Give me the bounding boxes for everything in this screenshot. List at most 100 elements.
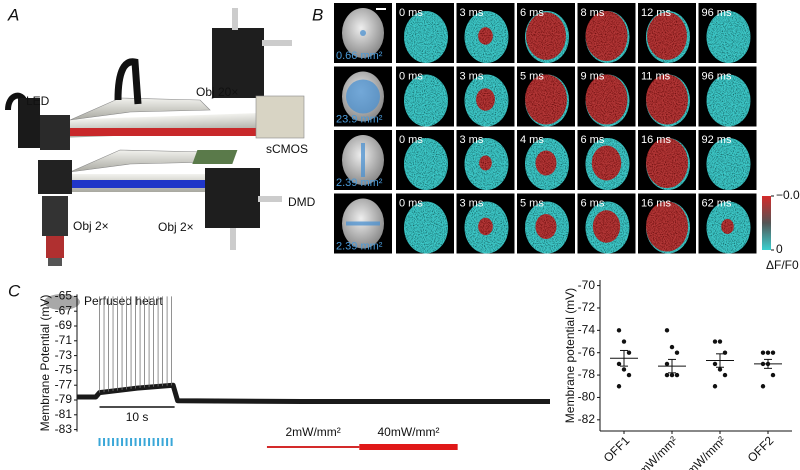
colorbar-label: −0.04 bbox=[776, 188, 800, 202]
activation bbox=[478, 217, 493, 236]
time-label: 92 ms bbox=[702, 134, 732, 146]
time-label: 6 ms bbox=[520, 7, 544, 19]
data-point bbox=[717, 367, 723, 372]
y-axis-label: Membrane Potential (mV) bbox=[38, 295, 52, 432]
time-label: 6 ms bbox=[581, 197, 605, 209]
time-label: 0 ms bbox=[399, 197, 423, 209]
panel-label: A bbox=[7, 5, 19, 24]
colorbar-title: ΔF/F0 bbox=[766, 258, 799, 272]
heart-signal bbox=[404, 74, 448, 127]
apparatus-schematic bbox=[5, 8, 305, 310]
data-point bbox=[760, 350, 766, 355]
activation bbox=[647, 12, 687, 60]
y-tick-label: -80 bbox=[578, 390, 596, 404]
time-label: 6 ms bbox=[581, 134, 605, 146]
data-point bbox=[669, 344, 675, 350]
time-label: 5 ms bbox=[520, 70, 544, 82]
y-tick-label: -71 bbox=[55, 333, 73, 347]
data-point bbox=[712, 384, 718, 389]
area-label: 0.66 mm² bbox=[336, 50, 383, 62]
activation bbox=[535, 150, 557, 176]
y-tick-label: -75 bbox=[55, 363, 73, 377]
data-point bbox=[616, 361, 622, 367]
data-point bbox=[674, 350, 680, 355]
scale-bar bbox=[376, 8, 386, 10]
activation bbox=[535, 214, 557, 239]
component-label: Obj 2× bbox=[158, 220, 194, 234]
data-point bbox=[664, 328, 670, 333]
panel-label: C bbox=[8, 281, 21, 300]
data-point bbox=[674, 372, 680, 378]
time-label: 16 ms bbox=[641, 197, 671, 209]
light-label: 40mW/mm² bbox=[377, 425, 439, 439]
stimulation-pattern bbox=[361, 143, 365, 177]
heart-signal bbox=[404, 138, 448, 190]
area-label: 2.39 mm² bbox=[336, 177, 383, 189]
time-label: 3 ms bbox=[460, 7, 484, 19]
time-label: 11 ms bbox=[641, 70, 671, 82]
data-point bbox=[722, 372, 728, 378]
activation bbox=[585, 74, 628, 125]
time-label: 12 ms bbox=[641, 7, 671, 19]
time-label: 0 ms bbox=[399, 7, 423, 19]
x-tick-label: 2mW/mm² bbox=[631, 433, 680, 470]
area-label: 2.39 mm² bbox=[336, 240, 383, 252]
y-tick-label: -83 bbox=[55, 422, 73, 436]
scale-bar-label: 10 s bbox=[126, 410, 149, 424]
y-tick-label: -78 bbox=[578, 367, 596, 381]
panel-label: B bbox=[312, 5, 323, 24]
time-label: 9 ms bbox=[581, 70, 605, 82]
data-point bbox=[616, 384, 622, 389]
data-point bbox=[765, 350, 771, 355]
y-axis-label: Membrane potential (mV) bbox=[563, 288, 577, 423]
area-label: 23.9 mm² bbox=[336, 113, 383, 125]
heart-signal bbox=[706, 138, 751, 190]
y-tick-label: -73 bbox=[55, 348, 73, 362]
activation bbox=[526, 12, 566, 60]
activation bbox=[585, 11, 628, 61]
heart-signal bbox=[706, 11, 751, 63]
membrane-trace bbox=[77, 382, 550, 404]
y-tick-label: -70 bbox=[578, 278, 596, 292]
component-label: Perfused heart bbox=[84, 294, 163, 308]
time-label: 4 ms bbox=[520, 134, 544, 146]
y-tick-label: -67 bbox=[55, 303, 73, 317]
time-label: 96 ms bbox=[702, 7, 732, 19]
x-tick-label: 40mW/mm² bbox=[675, 433, 729, 470]
activation bbox=[591, 145, 622, 181]
data-point bbox=[760, 384, 766, 389]
time-label: 5 ms bbox=[520, 197, 544, 209]
data-point bbox=[626, 350, 632, 355]
y-tick-label: -81 bbox=[55, 407, 73, 421]
y-tick-label: -82 bbox=[578, 412, 596, 426]
data-point bbox=[712, 339, 718, 344]
data-point bbox=[616, 328, 622, 333]
component-label: Obj 20× bbox=[196, 85, 238, 99]
data-point bbox=[621, 367, 627, 372]
x-tick-label: OFF2 bbox=[745, 433, 777, 465]
component-label: Obj 2× bbox=[73, 219, 109, 233]
stimulation-pattern bbox=[346, 221, 380, 226]
heart-signal bbox=[404, 11, 448, 63]
data-point bbox=[669, 372, 675, 378]
data-point bbox=[770, 372, 776, 378]
y-tick-label: -65 bbox=[55, 289, 73, 303]
heart-signal bbox=[706, 74, 751, 127]
y-tick-label: -77 bbox=[55, 377, 73, 391]
data-point bbox=[712, 361, 718, 367]
time-label: 8 ms bbox=[581, 7, 605, 19]
time-label: 16 ms bbox=[641, 134, 671, 146]
activation bbox=[646, 138, 688, 188]
activation bbox=[721, 219, 734, 234]
y-tick-label: -76 bbox=[578, 345, 596, 359]
time-label: 0 ms bbox=[399, 134, 423, 146]
time-label: 96 ms bbox=[702, 70, 732, 82]
y-tick-label: -74 bbox=[578, 323, 596, 337]
time-label: 62 ms bbox=[702, 197, 732, 209]
y-tick-label: -69 bbox=[55, 318, 73, 332]
component-label: sCMOS bbox=[266, 142, 308, 156]
y-tick-label: -72 bbox=[578, 300, 596, 314]
data-point bbox=[626, 372, 632, 378]
activation bbox=[478, 27, 493, 45]
